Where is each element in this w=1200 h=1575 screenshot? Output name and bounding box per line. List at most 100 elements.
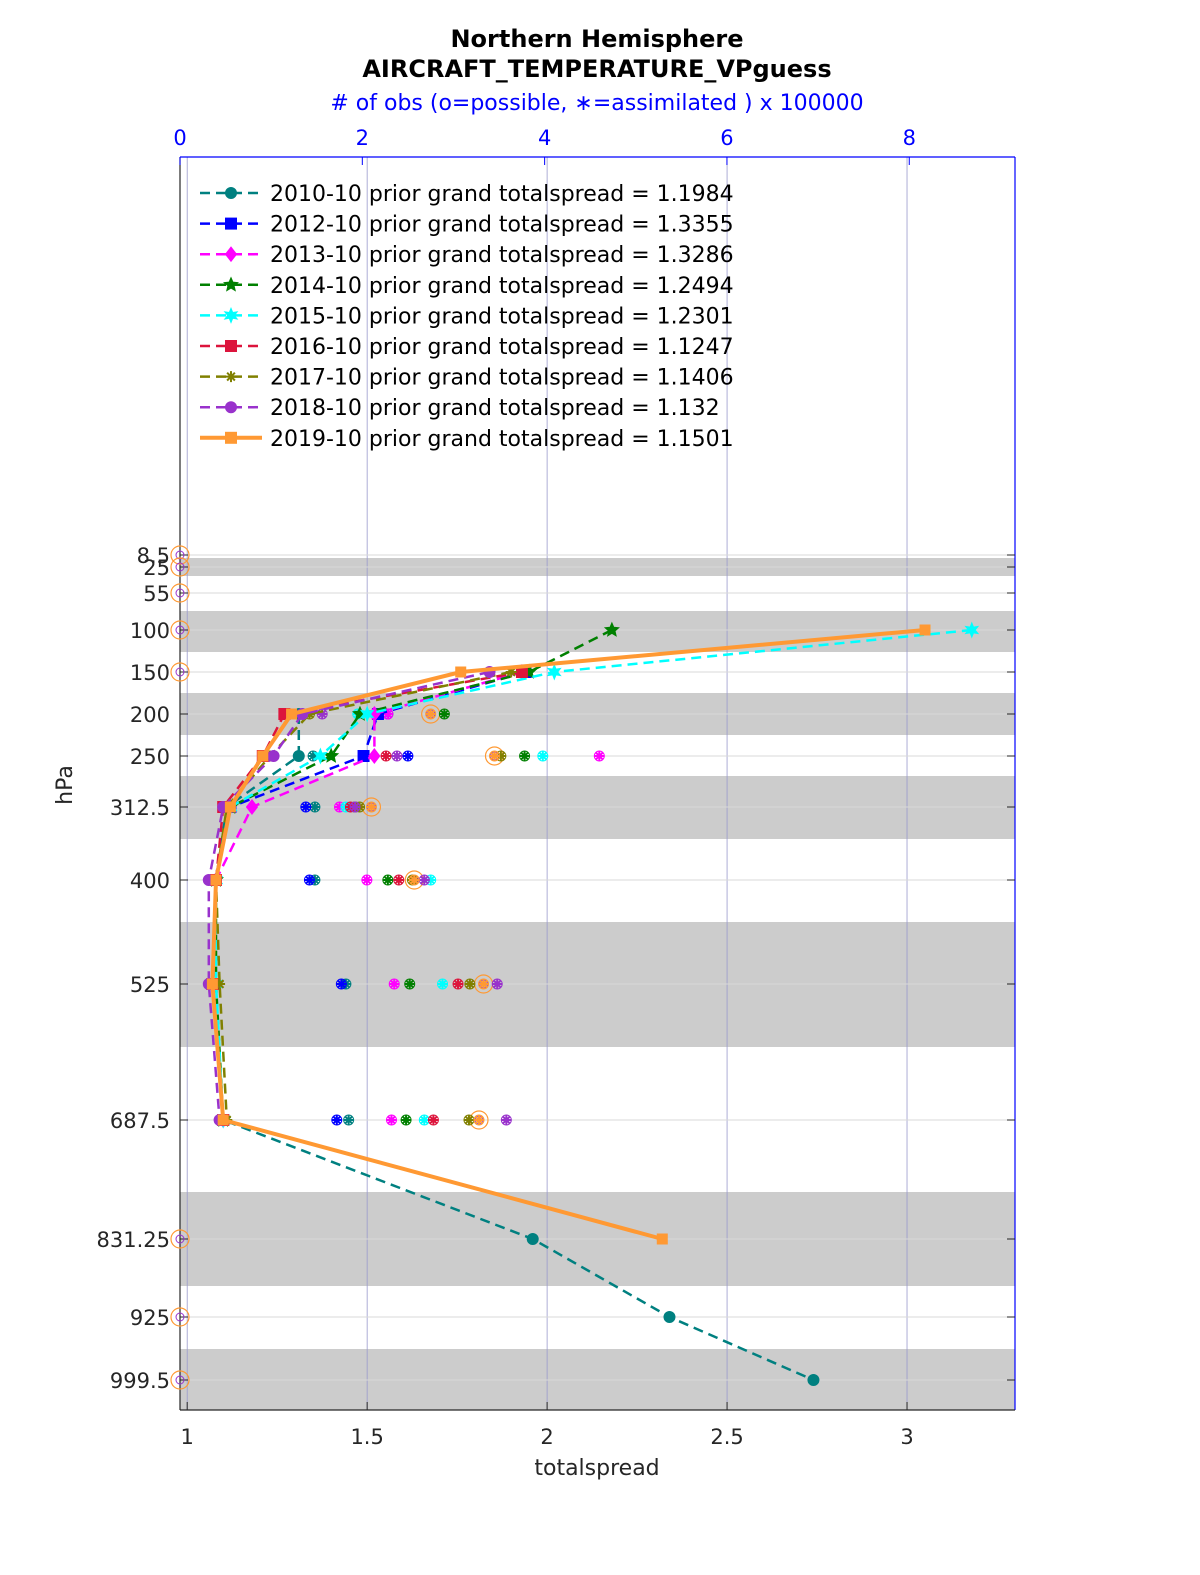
series-7-point-2: [267, 750, 280, 762]
obs-asterisk-1-2: [594, 751, 605, 761]
chart-title-line2: AIRCRAFT_TEMPERATURE_VPguess: [362, 55, 831, 83]
obs-asterisk-5-8: [473, 1115, 484, 1125]
series-2-point-3: [245, 799, 259, 815]
x-tick-label-3: 2.5: [710, 1425, 743, 1449]
obs-asterisk-1-0: [308, 751, 319, 761]
series-8-point-3: [257, 750, 269, 762]
x-tick-label-1: 1.5: [350, 1425, 383, 1449]
y-tick-label-13: 999.5: [110, 1369, 170, 1393]
obs-asterisk-1-4: [537, 751, 548, 761]
series-4-point-2: [359, 705, 375, 723]
series-line-7: [207, 670, 490, 1121]
series-8-point-1: [455, 666, 467, 678]
top-tick-label-3: 6: [720, 126, 733, 150]
obs-asterisk-5-1: [331, 1115, 342, 1125]
legend-marker-7: [225, 401, 237, 414]
legend: 2010-10 prior grand totalspread = 1.1984…: [200, 182, 734, 452]
series-0-point-7: [663, 1311, 676, 1323]
series-3-point-0: [603, 621, 620, 637]
obs-possible-inner-4: [175, 667, 185, 677]
series-8-point-5: [210, 874, 222, 886]
obs-asterisk-5-3: [401, 1115, 412, 1125]
y-tick-label-9: 525: [130, 973, 170, 997]
obs-asterisk-2-7: [350, 802, 361, 812]
legend-label-6: 2017-10 prior grand totalspread = 1.1406: [270, 366, 734, 391]
legend-label-5: 2016-10 prior grand totalspread = 1.1247: [270, 335, 734, 360]
legend-marker-5: [225, 340, 237, 352]
shaded-band-1: [180, 611, 1015, 652]
obs-asterisk-4-6: [464, 979, 475, 989]
series-8-point-6: [206, 978, 218, 990]
y-tick-label-12: 925: [130, 1306, 170, 1330]
series-4-point-3: [312, 747, 328, 765]
obs-possible-inner-0: [175, 550, 185, 560]
top-axis-label: # of obs (o=possible, ∗=assimilated ) x …: [330, 91, 863, 116]
obs-possible-circle-0: [170, 545, 190, 565]
obs-possible-inner-11: [175, 1234, 185, 1244]
obs-asterisk-3-7: [419, 875, 430, 885]
series-0-point-8: [807, 1374, 820, 1386]
series-8-point-0: [919, 624, 931, 636]
obs-asterisk-3-3: [382, 875, 393, 885]
y-tick-label-1: 25: [143, 556, 170, 580]
obs-possible-circle-4: [170, 662, 190, 682]
series-6-point-0: [505, 666, 517, 678]
obs-possible-circle-12: [170, 1307, 190, 1327]
legend-label-0: 2010-10 prior grand totalspread = 1.1984: [270, 182, 734, 207]
top-tick-label-2: 4: [538, 126, 551, 150]
series-line-3: [214, 628, 613, 1121]
series-8-point-4: [224, 801, 236, 813]
legend-marker-4: [223, 306, 239, 324]
obs-asterisk-0-2: [382, 709, 393, 719]
obs-asterisk-4-3: [404, 979, 415, 989]
y-tick-label-3: 100: [130, 619, 170, 643]
grid-lines: [180, 157, 1015, 1410]
legend-label-8: 2019-10 prior grand totalspread = 1.1501: [270, 427, 734, 452]
obs-asterisk-3-1: [304, 875, 315, 885]
obs-asterisk-5-6: [463, 1115, 474, 1125]
y-tick-label-8: 400: [130, 869, 170, 893]
obs-asterisk-2-1: [300, 802, 311, 812]
legend-marker-3: [222, 276, 240, 292]
obs-asterisk-3-4: [425, 875, 436, 885]
obs-asterisk-1-6: [495, 751, 506, 761]
obs-asterisk-2-8: [366, 802, 377, 812]
obs-asterisk-1-5: [381, 751, 392, 761]
y-tick-label-0: 8.5: [137, 544, 170, 568]
y-tick-label-11: 831.25: [97, 1228, 170, 1252]
obs-asterisk-1-3: [519, 751, 530, 761]
obs-possible-inner-3: [175, 625, 185, 635]
legend-marker-1: [225, 217, 237, 230]
obs-possible-inner-13: [175, 1375, 185, 1385]
y-tick-label-2: 55: [143, 582, 170, 606]
series-lines: [202, 621, 980, 1386]
legend-label-4: 2015-10 prior grand totalspread = 1.2301: [270, 304, 734, 329]
obs-asterisk-5-0: [343, 1115, 354, 1125]
legend-label-1: 2012-10 prior grand totalspread = 1.3355: [270, 213, 734, 238]
obs-possible-inner-12: [175, 1312, 185, 1322]
obs-possible-circle-3: [170, 620, 190, 640]
obs-asterisk-1-8: [489, 751, 500, 761]
series-line-4: [214, 628, 972, 1121]
series-0-point-1: [292, 750, 305, 762]
obs-asterisk-0-7: [317, 709, 328, 719]
obs-asterisk-0-3: [439, 709, 450, 719]
legend-label-3: 2014-10 prior grand totalspread = 1.2494: [270, 274, 734, 299]
obs-asterisk-5-5: [428, 1115, 439, 1125]
series-4-point-0: [964, 621, 980, 639]
obs-asterisk-2-0: [309, 802, 320, 812]
series-line-6: [214, 670, 512, 1121]
series-8-point-7: [217, 1114, 229, 1126]
obs-possible-circle-2: [170, 583, 190, 603]
obs-asterisk-4-4: [437, 979, 448, 989]
series-4-point-1: [546, 663, 562, 681]
x-tick-label-2: 2: [540, 1425, 553, 1449]
obs-possible-circle-1: [170, 557, 190, 577]
obs-asterisk-2-2: [334, 802, 345, 812]
top-tick-label-1: 2: [356, 126, 369, 150]
series-8-point-8: [656, 1233, 668, 1245]
y-tick-label-5: 200: [130, 703, 170, 727]
series-8-point-2: [286, 708, 298, 720]
